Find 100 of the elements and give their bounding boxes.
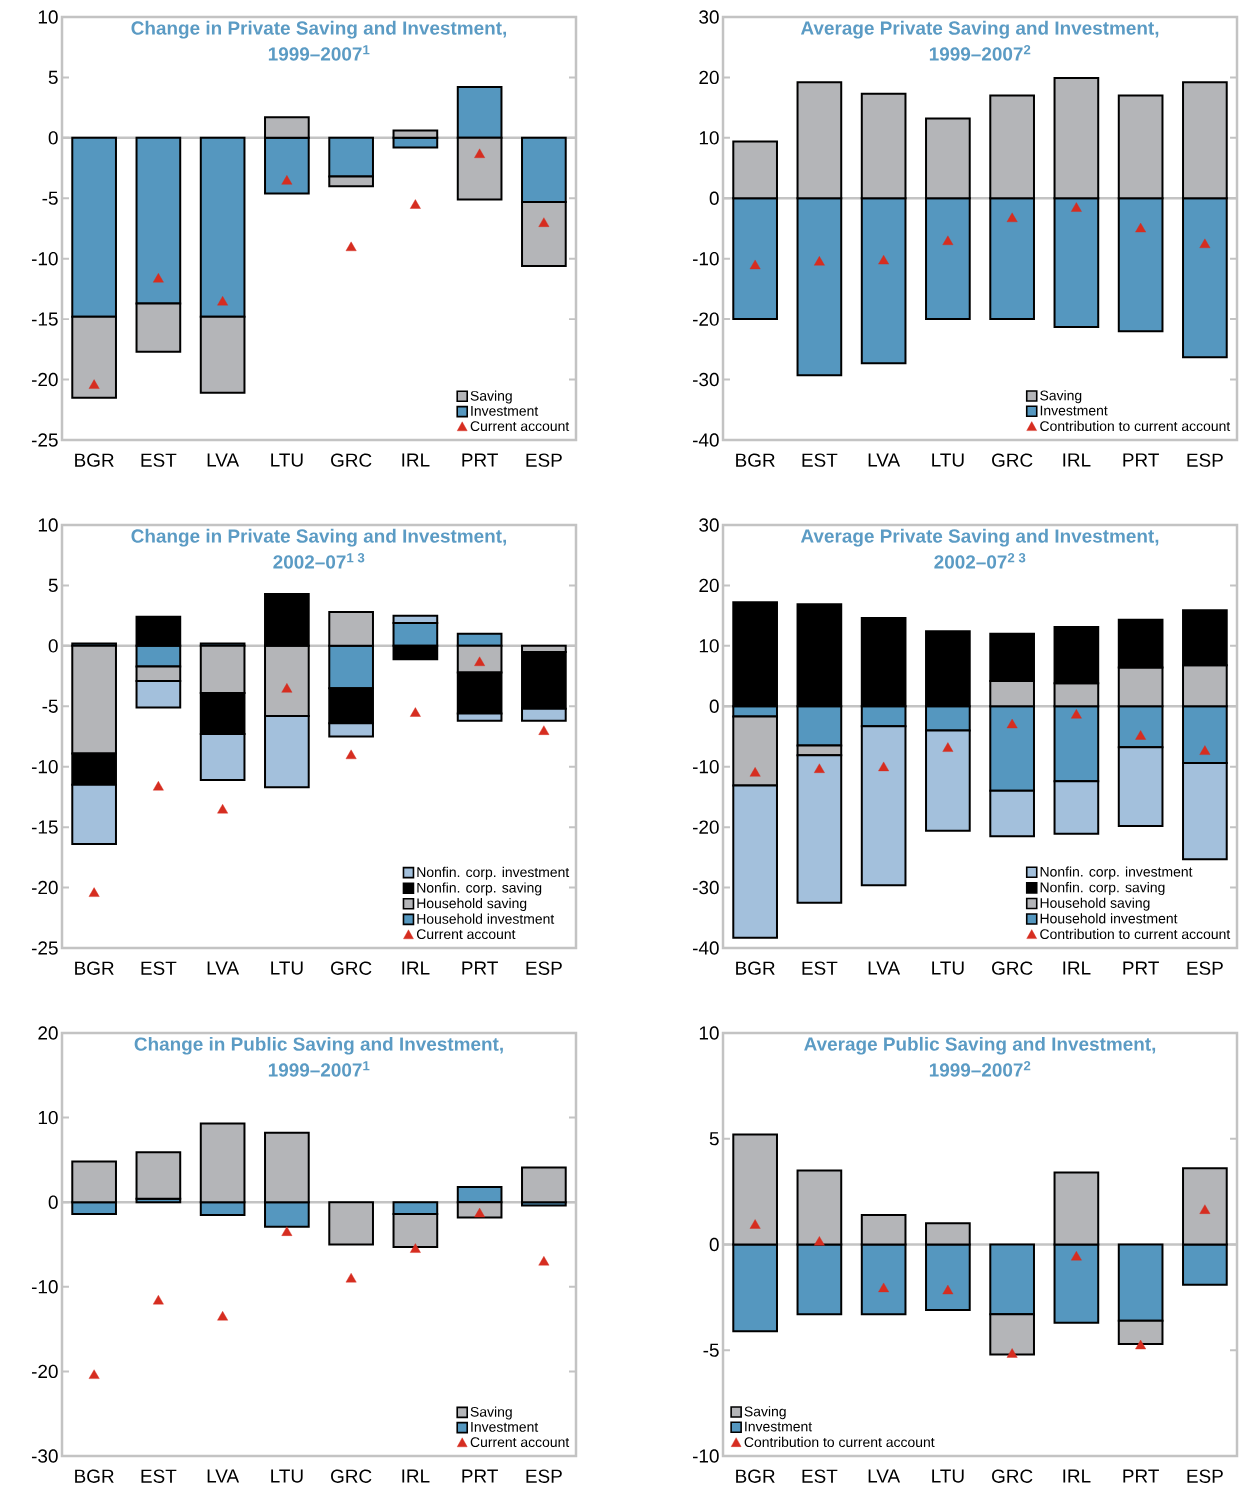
legend-label: Current account: [470, 421, 570, 432]
x-tick-label: LVA: [207, 453, 240, 467]
legend-label: Saving: [744, 1406, 786, 1420]
point: [1071, 202, 1082, 212]
point: [474, 148, 485, 158]
x-tick-label: IRL: [402, 453, 430, 467]
y-tick-label: -20: [31, 880, 58, 895]
x-tick-label: LTU: [932, 1469, 964, 1483]
chart-title: Change in Private Saving and Investment,: [131, 20, 507, 39]
point: [1199, 1204, 1211, 1214]
legend-label: Investment: [1040, 405, 1108, 416]
legend-label: Investment: [471, 406, 539, 416]
text: 2002–07$^{1 3}$: [273, 553, 365, 569]
y-tick-label: -20: [31, 372, 58, 387]
point: [1071, 1251, 1082, 1261]
x-tick-label: PRT: [1123, 453, 1159, 467]
legend-label: Saving: [470, 390, 512, 404]
x-tick-label: LTU: [271, 961, 303, 975]
y-tick-label: -5: [703, 1343, 719, 1357]
chart-title: Change in Public Saving and Investment,: [134, 1036, 503, 1055]
point: [1006, 1348, 1018, 1358]
x-tick-label: BGR: [75, 961, 114, 975]
y-tick-label: -10: [31, 251, 58, 266]
point: [217, 804, 228, 814]
y-tick-label: -25: [31, 433, 58, 447]
y-tick-label: 10: [38, 518, 58, 532]
point: [153, 273, 164, 283]
legend-label: Contribution to current account: [1040, 420, 1231, 432]
y-tick-label: -25: [31, 941, 58, 955]
x-tick-label: ESP: [1187, 1469, 1223, 1483]
point: [749, 767, 761, 777]
x-tick-label: LVA: [868, 453, 901, 467]
x-tick-label: ESP: [1187, 961, 1223, 975]
x-tick-label: PRT: [1123, 1469, 1159, 1483]
y-tick-label: -40: [692, 941, 719, 955]
legend-label: Nonfin. corp. saving: [417, 882, 542, 896]
y-tick-label: -20: [31, 1364, 58, 1379]
legend-label: Household saving: [417, 898, 527, 912]
y-tick-label: 0: [709, 191, 719, 205]
point: [217, 296, 228, 306]
x-tick-label: EST: [802, 961, 838, 975]
point: [474, 656, 485, 666]
point: [1135, 222, 1147, 233]
y-tick-label: -10: [31, 760, 58, 774]
point: [1135, 1339, 1147, 1350]
x-tick-label: EST: [802, 1469, 838, 1483]
bar: [328, 1201, 374, 1246]
y-tick-label: -30: [692, 880, 719, 895]
point: [281, 1226, 293, 1236]
point: [1199, 745, 1211, 755]
legend-label: Contribution to current account: [744, 1436, 935, 1448]
point: [345, 1273, 357, 1283]
x-tick-label: EST: [141, 961, 177, 975]
y-tick-label: 10: [38, 10, 58, 24]
y-tick-label: 5: [709, 1132, 719, 1146]
y-tick-label: 0: [48, 131, 58, 145]
y-tick-label: 0: [709, 699, 719, 713]
point: [878, 254, 890, 265]
y-tick-label: 30: [699, 10, 719, 24]
point: [281, 683, 293, 693]
y-tick-label: -30: [692, 372, 719, 387]
x-tick-label: GRC: [331, 453, 372, 467]
x-tick-label: IRL: [1063, 961, 1091, 975]
point: [942, 1284, 954, 1295]
y-tick-label: 20: [699, 578, 719, 593]
point: [1006, 718, 1018, 729]
x-tick-label: LTU: [932, 961, 964, 975]
point: [217, 1311, 228, 1321]
chart-title: Change in Private Saving and Investment,: [131, 528, 507, 547]
y-tick-label: 30: [699, 518, 719, 532]
legend-label: Saving: [1040, 390, 1082, 404]
y-tick-label: -10: [31, 1280, 58, 1294]
point: [814, 256, 825, 266]
x-tick-label: IRL: [402, 961, 430, 975]
x-tick-label: EST: [141, 453, 177, 467]
x-tick-label: LVA: [207, 1469, 240, 1483]
x-tick-label: ESP: [526, 453, 562, 467]
text: 1999–2007$^{2}$: [929, 44, 1031, 61]
x-tick-label: GRC: [331, 961, 372, 975]
x-tick-label: ESP: [526, 961, 562, 975]
x-tick-label: EST: [141, 1469, 177, 1483]
y-tick-label: 0: [48, 639, 58, 653]
point: [345, 749, 357, 760]
legend-label: Investment: [745, 1421, 813, 1432]
point: [1006, 212, 1018, 222]
y-tick-label: -10: [692, 1449, 719, 1463]
y-tick-label: 10: [699, 639, 719, 653]
legend-label: Current account: [416, 929, 516, 940]
y-tick-label: -15: [31, 312, 58, 326]
chart-title: Average Private Saving and Investment,: [800, 20, 1159, 39]
point: [345, 241, 357, 252]
legend-label: Household investment: [417, 913, 555, 924]
x-tick-label: PRT: [462, 453, 498, 467]
legend-label: Household saving: [1040, 897, 1150, 911]
x-tick-label: GRC: [992, 1469, 1033, 1483]
legend-label: Saving: [470, 1406, 512, 1420]
y-tick-label: -40: [692, 433, 719, 447]
x-tick-label: GRC: [992, 453, 1033, 467]
text: 1999–2007$^{2}$: [929, 1061, 1031, 1077]
y-tick-label: 10: [699, 131, 719, 145]
